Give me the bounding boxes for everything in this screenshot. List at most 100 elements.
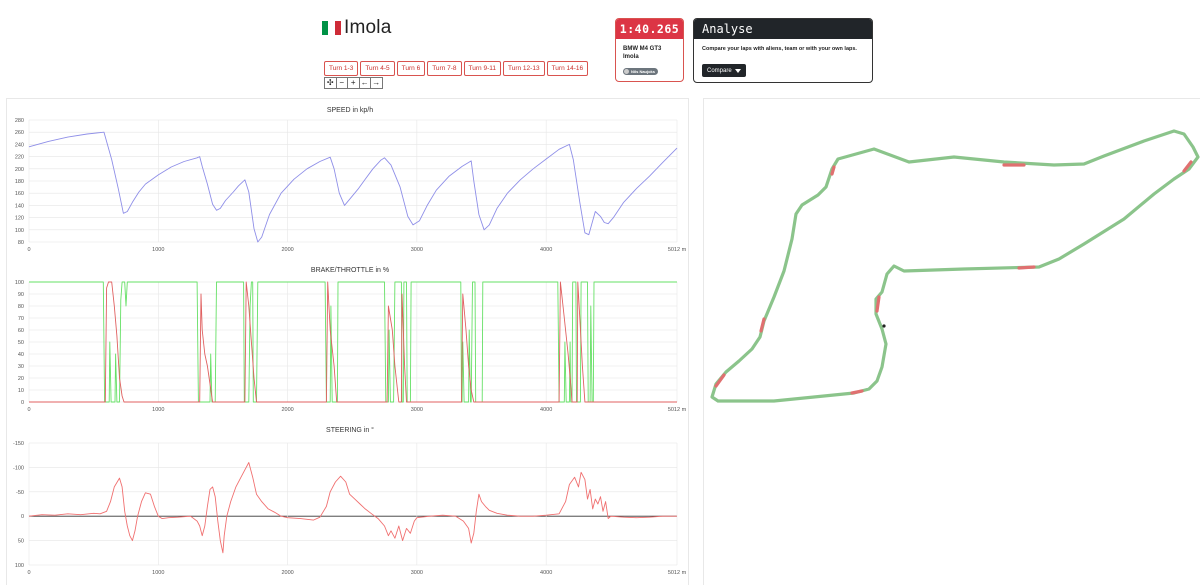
analyse-title: Analyse — [694, 19, 872, 39]
turn-button[interactable]: Turn 1-3 — [324, 61, 359, 76]
y-tick-label: 240 — [15, 142, 24, 148]
y-tick-label: -50 — [16, 490, 24, 496]
y-tick-label: 80 — [18, 240, 24, 246]
x-tick-label: 4000 — [540, 247, 552, 253]
y-tick-label: 0 — [21, 514, 24, 520]
y-tick-label: 120 — [15, 216, 24, 222]
track-braking-zone — [1017, 265, 1036, 270]
y-tick-label: 180 — [15, 179, 24, 185]
track-map-panel — [703, 98, 1200, 585]
y-tick-label: 0 — [21, 400, 24, 406]
zoom-out-icon: − — [339, 78, 345, 87]
chart: SPEED in kp/h 280 260 240 220 200 180 160 140 120… — [15, 107, 687, 253]
pan-right-button[interactable]: → — [370, 77, 383, 89]
lap-car: BMW M4 GT3 — [623, 46, 662, 52]
y-tick-label: 50 — [18, 539, 24, 545]
x-tick-label: 3000 — [411, 247, 423, 253]
y-tick-label: 100 — [15, 228, 24, 234]
x-tick-label: 3000 — [411, 407, 423, 413]
x-tick-label: 4000 — [540, 407, 552, 413]
y-tick-label: 40 — [18, 352, 24, 358]
turn-filter-bar: Turn 1-3 Turn 4-5 Turn 6 Turn 7-8 Turn 9-11 T… — [324, 61, 589, 76]
lap-card[interactable]: 1:40.265 BMW M4 GT3 Imola Nils Naujoks — [615, 18, 684, 82]
driver-badge[interactable]: Nils Naujoks — [623, 68, 659, 75]
analyse-card: Analyse Compare your laps with aliens, t… — [693, 18, 873, 83]
telemetry-panel: SPEED in kp/h 280 260 240 220 200 180 160 140 120… — [6, 98, 689, 585]
x-tick-label: 4000 — [540, 570, 552, 576]
track-braking-zone — [714, 373, 726, 388]
compare-button[interactable]: Compare — [702, 64, 746, 77]
position-marker — [882, 324, 886, 328]
reset-zoom-button[interactable]: ✣ — [324, 77, 337, 89]
lap-time: 1:40.265 — [616, 19, 683, 39]
y-tick-label: 80 — [18, 304, 24, 310]
y-tick-label: 60 — [18, 328, 24, 334]
track-map[interactable] — [704, 99, 1200, 585]
reset-zoom-icon: ✣ — [326, 78, 334, 87]
track-outline — [710, 129, 1200, 403]
series-line — [28, 131, 678, 243]
y-tick-label: 100 — [15, 563, 24, 569]
x-tick-label: 2000 — [281, 247, 293, 253]
chart-title: STEERING in ° — [326, 426, 374, 434]
y-tick-label: 100 — [15, 280, 24, 286]
y-tick-label: 10 — [18, 388, 24, 394]
turn-button[interactable]: Turn 6 — [396, 61, 426, 76]
y-tick-label: -100 — [13, 465, 24, 471]
track-braking-zone — [875, 295, 881, 313]
track-braking-zone — [850, 389, 864, 395]
x-tick-label: 0 — [27, 407, 30, 413]
flag-stripe — [334, 21, 341, 35]
flag-stripe — [328, 21, 335, 35]
compare-label: Compare — [707, 67, 732, 74]
telemetry-charts[interactable]: SPEED in kp/h280260240220200180160140120… — [7, 99, 690, 585]
pan-right-icon: → — [372, 78, 381, 87]
series-line — [29, 281, 677, 403]
y-tick-label: 50 — [18, 340, 24, 346]
chart-title: BRAKE/THROTTLE in % — [311, 267, 389, 274]
track-braking-zone — [759, 317, 766, 333]
page-header: Imola — [322, 17, 391, 39]
turn-button[interactable]: Turn 9-11 — [463, 61, 501, 76]
y-tick-label: 90 — [18, 292, 24, 298]
y-tick-label: 70 — [18, 316, 24, 322]
zoom-in-button[interactable]: + — [347, 77, 360, 89]
avatar — [624, 69, 629, 74]
x-tick-label: 1000 — [152, 247, 164, 253]
y-tick-label: 280 — [15, 118, 24, 124]
page-title: Imola — [344, 17, 392, 38]
turn-button[interactable]: Turn 12-13 — [503, 61, 545, 76]
lap-track: Imola — [623, 54, 639, 60]
x-tick-label: 1000 — [152, 407, 164, 413]
y-tick-label: 260 — [15, 130, 24, 136]
x-tick-label: 2000 — [281, 570, 293, 576]
track-braking-zone — [1182, 160, 1193, 173]
x-tick-label: 0 — [27, 247, 30, 253]
x-tick-label: 3000 — [411, 570, 423, 576]
x-tick-label: 2000 — [281, 407, 293, 413]
y-tick-label: 140 — [15, 203, 24, 209]
italy-flag-icon — [322, 21, 341, 35]
turn-button[interactable]: Turn 14-16 — [546, 61, 589, 76]
x-end-label: 5012 m — [668, 247, 687, 253]
turn-button[interactable]: Turn 4-5 — [360, 61, 395, 76]
x-end-label: 5012 m — [668, 407, 687, 413]
chart-title: SPEED in kp/h — [327, 107, 373, 114]
series-line — [29, 281, 677, 403]
x-end-label: 5012 m — [668, 570, 687, 576]
zoom-in-icon: + — [350, 78, 356, 87]
x-tick-label: 0 — [27, 570, 30, 576]
series-line — [28, 462, 677, 554]
flag-stripe — [322, 21, 329, 35]
pan-left-icon: ← — [360, 78, 369, 87]
y-tick-label: 200 — [15, 167, 24, 173]
y-tick-label: 160 — [15, 191, 24, 197]
y-tick-label: -150 — [13, 441, 24, 447]
y-tick-label: 220 — [15, 155, 24, 161]
analyse-description: Compare your laps with aliens, team or w… — [702, 46, 857, 52]
x-tick-label: 1000 — [152, 570, 164, 576]
y-tick-label: 20 — [18, 376, 24, 382]
caret-down-icon — [734, 68, 741, 73]
turn-button[interactable]: Turn 7-8 — [427, 61, 462, 76]
